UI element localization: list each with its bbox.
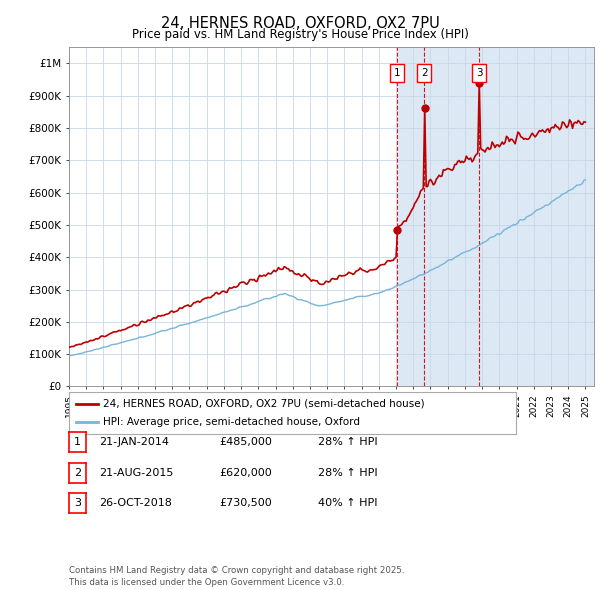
- Text: 1: 1: [74, 437, 81, 447]
- Bar: [397, 47, 594, 386]
- Text: £730,500: £730,500: [219, 499, 272, 508]
- Text: 24, HERNES ROAD, OXFORD, OX2 7PU (semi-detached house): 24, HERNES ROAD, OXFORD, OX2 7PU (semi-d…: [103, 399, 424, 409]
- Text: Contains HM Land Registry data © Crown copyright and database right 2025.
This d: Contains HM Land Registry data © Crown c…: [69, 566, 404, 587]
- Bar: [61, 47, 397, 386]
- Text: £620,000: £620,000: [219, 468, 272, 477]
- Text: 2: 2: [421, 68, 428, 78]
- Text: 21-JAN-2014: 21-JAN-2014: [99, 437, 169, 447]
- Text: 2: 2: [74, 468, 81, 477]
- Text: 21-AUG-2015: 21-AUG-2015: [99, 468, 173, 477]
- Text: 40% ↑ HPI: 40% ↑ HPI: [318, 499, 377, 508]
- Text: 26-OCT-2018: 26-OCT-2018: [99, 499, 172, 508]
- Text: 24, HERNES ROAD, OXFORD, OX2 7PU: 24, HERNES ROAD, OXFORD, OX2 7PU: [161, 16, 439, 31]
- Text: 1: 1: [394, 68, 400, 78]
- Text: 3: 3: [74, 499, 81, 508]
- Text: 28% ↑ HPI: 28% ↑ HPI: [318, 468, 377, 477]
- Text: Price paid vs. HM Land Registry's House Price Index (HPI): Price paid vs. HM Land Registry's House …: [131, 28, 469, 41]
- Text: HPI: Average price, semi-detached house, Oxford: HPI: Average price, semi-detached house,…: [103, 417, 359, 427]
- Text: 3: 3: [476, 68, 482, 78]
- Text: £485,000: £485,000: [219, 437, 272, 447]
- Text: 28% ↑ HPI: 28% ↑ HPI: [318, 437, 377, 447]
